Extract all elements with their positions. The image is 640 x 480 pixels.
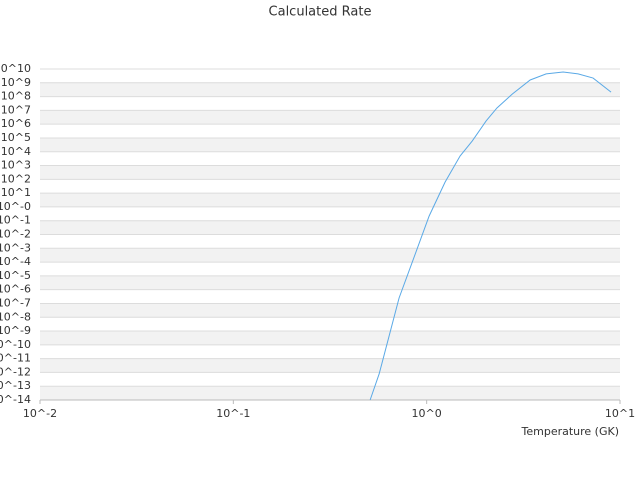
grid-band (40, 262, 620, 276)
grid-band (40, 372, 620, 387)
y-tick-label: 10^6 (1, 117, 31, 130)
grid-band (40, 206, 620, 221)
y-tick-label: 10^7 (1, 103, 31, 116)
x-axis-label: Temperature (GK) (521, 425, 620, 438)
grid-band (40, 331, 620, 345)
grid-band (40, 193, 620, 207)
grid-band (40, 137, 620, 152)
y-tick-label: 10^-8 (0, 310, 31, 323)
y-tick-label: 10^-14 (0, 393, 31, 406)
x-tick-label: 10^0 (412, 407, 442, 420)
grid-band (40, 82, 620, 97)
x-tick-label: 10^-1 (216, 407, 250, 420)
y-tick-label: 10^-12 (0, 365, 31, 378)
grid-band (40, 69, 620, 83)
y-tick-label: 10^-6 (0, 283, 31, 296)
grid-band (40, 248, 620, 263)
grid-band (40, 289, 620, 304)
y-tick-label: 10^-5 (0, 269, 31, 282)
y-tick-label: 10^-3 (0, 241, 31, 254)
grid-band (40, 179, 620, 194)
y-tick-label: 10^10 (0, 62, 31, 75)
grid-band (40, 96, 620, 111)
grid-band (40, 317, 620, 332)
chart-title: Calculated Rate (269, 5, 372, 20)
y-tick-label: 10^-1 (0, 214, 31, 227)
grid-band (40, 303, 620, 318)
y-tick-label: 10^-11 (0, 352, 31, 365)
y-tick-label: 10^5 (1, 131, 31, 144)
grid-band (40, 165, 620, 180)
y-tick-label: 10^-9 (0, 324, 31, 337)
y-tick-label: 10^9 (1, 76, 31, 89)
grid-band (40, 124, 620, 138)
grid-band (40, 110, 620, 125)
grid-band (40, 220, 620, 235)
y-tick-label: 10^-10 (0, 338, 31, 351)
y-tick-label: 10^-0 (0, 200, 31, 213)
y-tick-label: 10^1 (1, 186, 31, 199)
y-tick-label: 10^-2 (0, 228, 31, 241)
data-line (369, 71, 612, 401)
grid-band (40, 344, 620, 359)
y-tick-label: 10^-4 (0, 255, 31, 268)
grid-band (40, 151, 620, 166)
y-tick-label: 10^-7 (0, 296, 31, 309)
grid-band (40, 358, 620, 373)
y-tick-label: 10^8 (1, 90, 31, 103)
y-tick-label: 10^4 (1, 145, 31, 158)
x-tick-label: 10^1 (605, 407, 635, 420)
grid-band (40, 386, 620, 400)
y-tick-label: 10^-13 (0, 379, 31, 392)
x-tick-label: 10^-2 (23, 407, 57, 420)
y-tick-label: 10^3 (1, 159, 31, 172)
y-tick-label: 10^2 (1, 172, 31, 185)
grid-band (40, 275, 620, 290)
grid-band (40, 234, 620, 249)
